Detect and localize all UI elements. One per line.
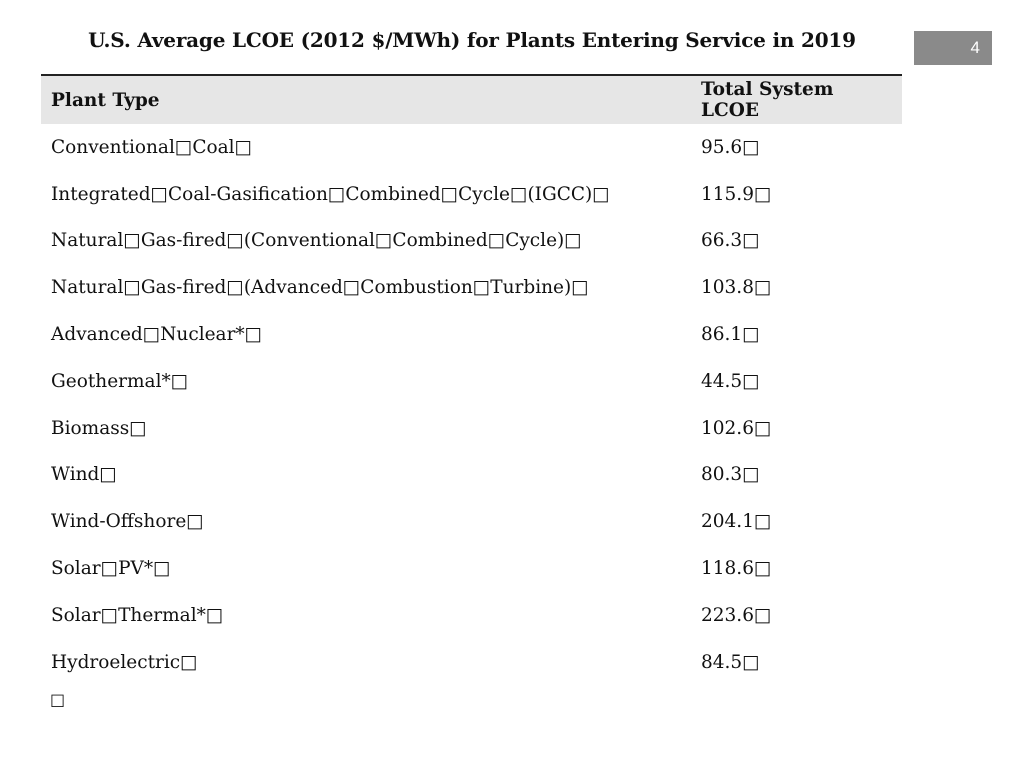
header-total-lcoe: Total System LCOE [691,74,902,124]
page-number: 4 [970,38,980,57]
plant-type-cell: Biomass□ [51,417,147,439]
lcoe-value-cell: 84.5□ [701,651,760,673]
plant-type-cell: Conventional□Coal□ [51,136,253,158]
lcoe-value-cell: 102.6□ [701,417,772,439]
plant-type-cell: Natural□Gas-fired□(Advanced□Combustion□T… [51,277,589,299]
plant-type-cell: Natural□Gas-fired□(Conventional□Combined… [51,230,582,252]
trailing-placeholder-glyph: □ [50,690,66,709]
table-row: Advanced□Nuclear*□ 86.1□ [41,311,902,358]
plant-type-cell: Hydroelectric□ [51,651,198,673]
table-row: Natural□Gas-fired□(Advanced□Combustion□T… [41,264,902,311]
table-row: Conventional□Coal□ 95.6□ [41,124,902,171]
lcoe-value-cell: 66.3□ [701,230,760,252]
lcoe-table: Plant Type Total System LCOE Conventiona… [41,74,902,686]
table-row: Integrated□Coal-Gasification□Combined□Cy… [41,171,902,218]
plant-type-cell: Solar□PV*□ [51,558,171,580]
table-header-row: Plant Type Total System LCOE [41,74,902,124]
lcoe-value-cell: 86.1□ [701,324,760,346]
table-row: Hydroelectric□ 84.5□ [41,639,902,686]
header-plant-type: Plant Type [41,74,691,124]
table-row: Natural□Gas-fired□(Conventional□Combined… [41,218,902,265]
lcoe-value-cell: 204.1□ [701,511,772,533]
plant-type-cell: Geothermal*□ [51,370,189,392]
plant-type-cell: Advanced□Nuclear*□ [51,324,263,346]
lcoe-value-cell: 118.6□ [701,558,772,580]
lcoe-value-cell: 115.9□ [701,183,772,205]
table-row: Wind-Offshore□ 204.1□ [41,498,902,545]
slide-title: U.S. Average LCOE (2012 $/MWh) for Plant… [88,28,856,52]
lcoe-value-cell: 223.6□ [701,604,772,626]
lcoe-value-cell: 95.6□ [701,136,760,158]
plant-type-cell: Wind-Offshore□ [51,511,204,533]
lcoe-value-cell: 44.5□ [701,370,760,392]
table-row: Wind□ 80.3□ [41,452,902,499]
lcoe-value-cell: 80.3□ [701,464,760,486]
table-row: Solar□PV*□ 118.6□ [41,545,902,592]
plant-type-cell: Wind□ [51,464,117,486]
plant-type-cell: Solar□Thermal*□ [51,604,224,626]
table-row: Solar□Thermal*□ 223.6□ [41,592,902,639]
lcoe-value-cell: 103.8□ [701,277,772,299]
page-number-badge: 4 [914,31,992,65]
plant-type-cell: Integrated□Coal-Gasification□Combined□Cy… [51,183,610,205]
table-row: Geothermal*□ 44.5□ [41,358,902,405]
table-row: Biomass□ 102.6□ [41,405,902,452]
